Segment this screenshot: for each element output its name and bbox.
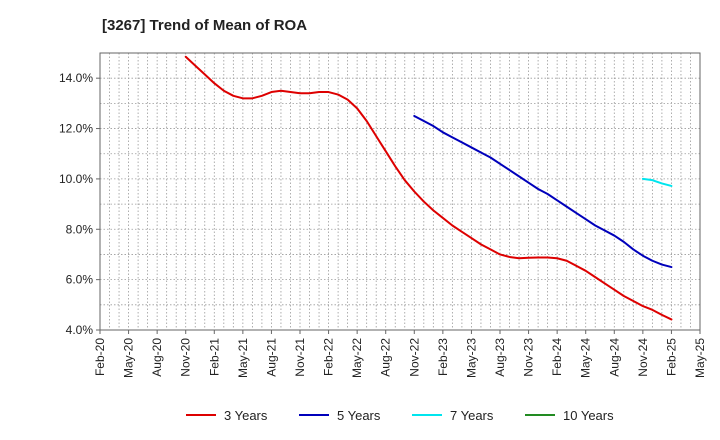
legend-label: 7 Years — [450, 408, 494, 423]
chart-title: [3267] Trend of Mean of ROA — [102, 17, 307, 34]
x-tick-label: May-24 — [579, 338, 593, 378]
y-tick-label: 14.0% — [59, 71, 93, 85]
x-tick-label: Aug-22 — [379, 338, 393, 377]
x-tick-label: May-25 — [693, 338, 707, 378]
x-tick-label: May-21 — [236, 338, 250, 378]
plot-frame — [99, 52, 701, 331]
y-tick-label: 12.0% — [59, 122, 93, 136]
y-tick-label: 4.0% — [66, 323, 94, 337]
legend: 3 Years 5 Years 7 Years 10 Years — [186, 408, 614, 423]
x-tick-label: Feb-22 — [322, 338, 336, 376]
plot-area — [100, 53, 700, 330]
series-layer — [184, 55, 673, 321]
x-tick-label: Nov-24 — [636, 338, 650, 377]
x-tick-label: May-20 — [122, 338, 136, 378]
x-axis-ticks: Feb-20 May-20 Aug-20 Nov-20 Feb-21 May-21 Aug-… — [93, 330, 707, 378]
x-tick-label: Feb-21 — [207, 338, 221, 376]
x-tick-label: Feb-24 — [550, 338, 564, 376]
x-tick-label: Nov-22 — [407, 338, 421, 377]
x-tick-label: May-22 — [350, 338, 364, 378]
x-tick-label: Aug-21 — [264, 338, 278, 377]
x-tick-label: Feb-25 — [664, 338, 678, 376]
x-tick-label: Feb-20 — [93, 338, 107, 376]
series-line-5-years — [413, 114, 673, 269]
x-tick-label: Nov-20 — [179, 338, 193, 377]
series-line-7-years — [641, 177, 673, 187]
y-axis-ticks: 4.0% 6.0% 8.0% 10.0% 12.0% 14.0% — [59, 71, 100, 337]
legend-label: 10 Years — [563, 408, 614, 423]
x-tick-label: Aug-23 — [493, 338, 507, 377]
x-tick-label: Feb-23 — [436, 338, 450, 376]
x-tick-label: Nov-21 — [293, 338, 307, 377]
series-line-3-years — [184, 55, 673, 321]
y-tick-label: 6.0% — [66, 273, 94, 287]
y-tick-label: 10.0% — [59, 172, 93, 186]
x-tick-label: Aug-24 — [607, 338, 621, 377]
x-tick-label: May-23 — [464, 338, 478, 378]
x-tick-label: Aug-20 — [150, 338, 164, 377]
legend-label: 5 Years — [337, 408, 381, 423]
y-tick-label: 8.0% — [66, 222, 94, 236]
legend-label: 3 Years — [224, 408, 268, 423]
x-tick-label: Nov-23 — [522, 338, 536, 377]
